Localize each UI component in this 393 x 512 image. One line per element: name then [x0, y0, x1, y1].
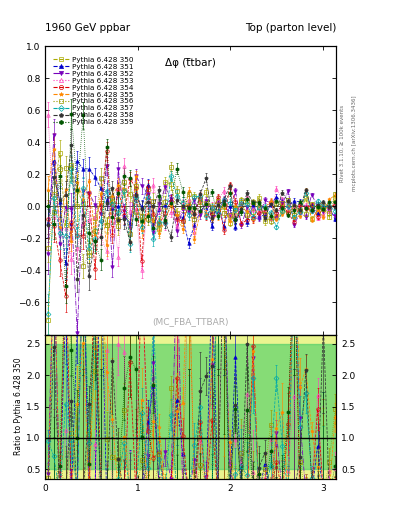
Legend: Pythia 6.428 350, Pythia 6.428 351, Pythia 6.428 352, Pythia 6.428 353, Pythia 6: Pythia 6.428 350, Pythia 6.428 351, Pyth…	[52, 55, 135, 126]
Bar	[45, 344, 336, 470]
Text: (MC_FBA_TTBAR): (MC_FBA_TTBAR)	[152, 317, 229, 326]
Bar	[45, 334, 336, 479]
Text: mcplots.cern.ch [arXiv:1306.3436]: mcplots.cern.ch [arXiv:1306.3436]	[352, 96, 357, 191]
Text: Top (parton level): Top (parton level)	[244, 23, 336, 33]
Text: Δφ (t̅tbar): Δφ (t̅tbar)	[165, 58, 216, 68]
Text: 1960 GeV ppbar: 1960 GeV ppbar	[45, 23, 130, 33]
Y-axis label: Ratio to Pythia 6.428 350: Ratio to Pythia 6.428 350	[14, 358, 23, 456]
Text: Rivet 3.1.10, ≥ 100k events: Rivet 3.1.10, ≥ 100k events	[340, 105, 345, 182]
